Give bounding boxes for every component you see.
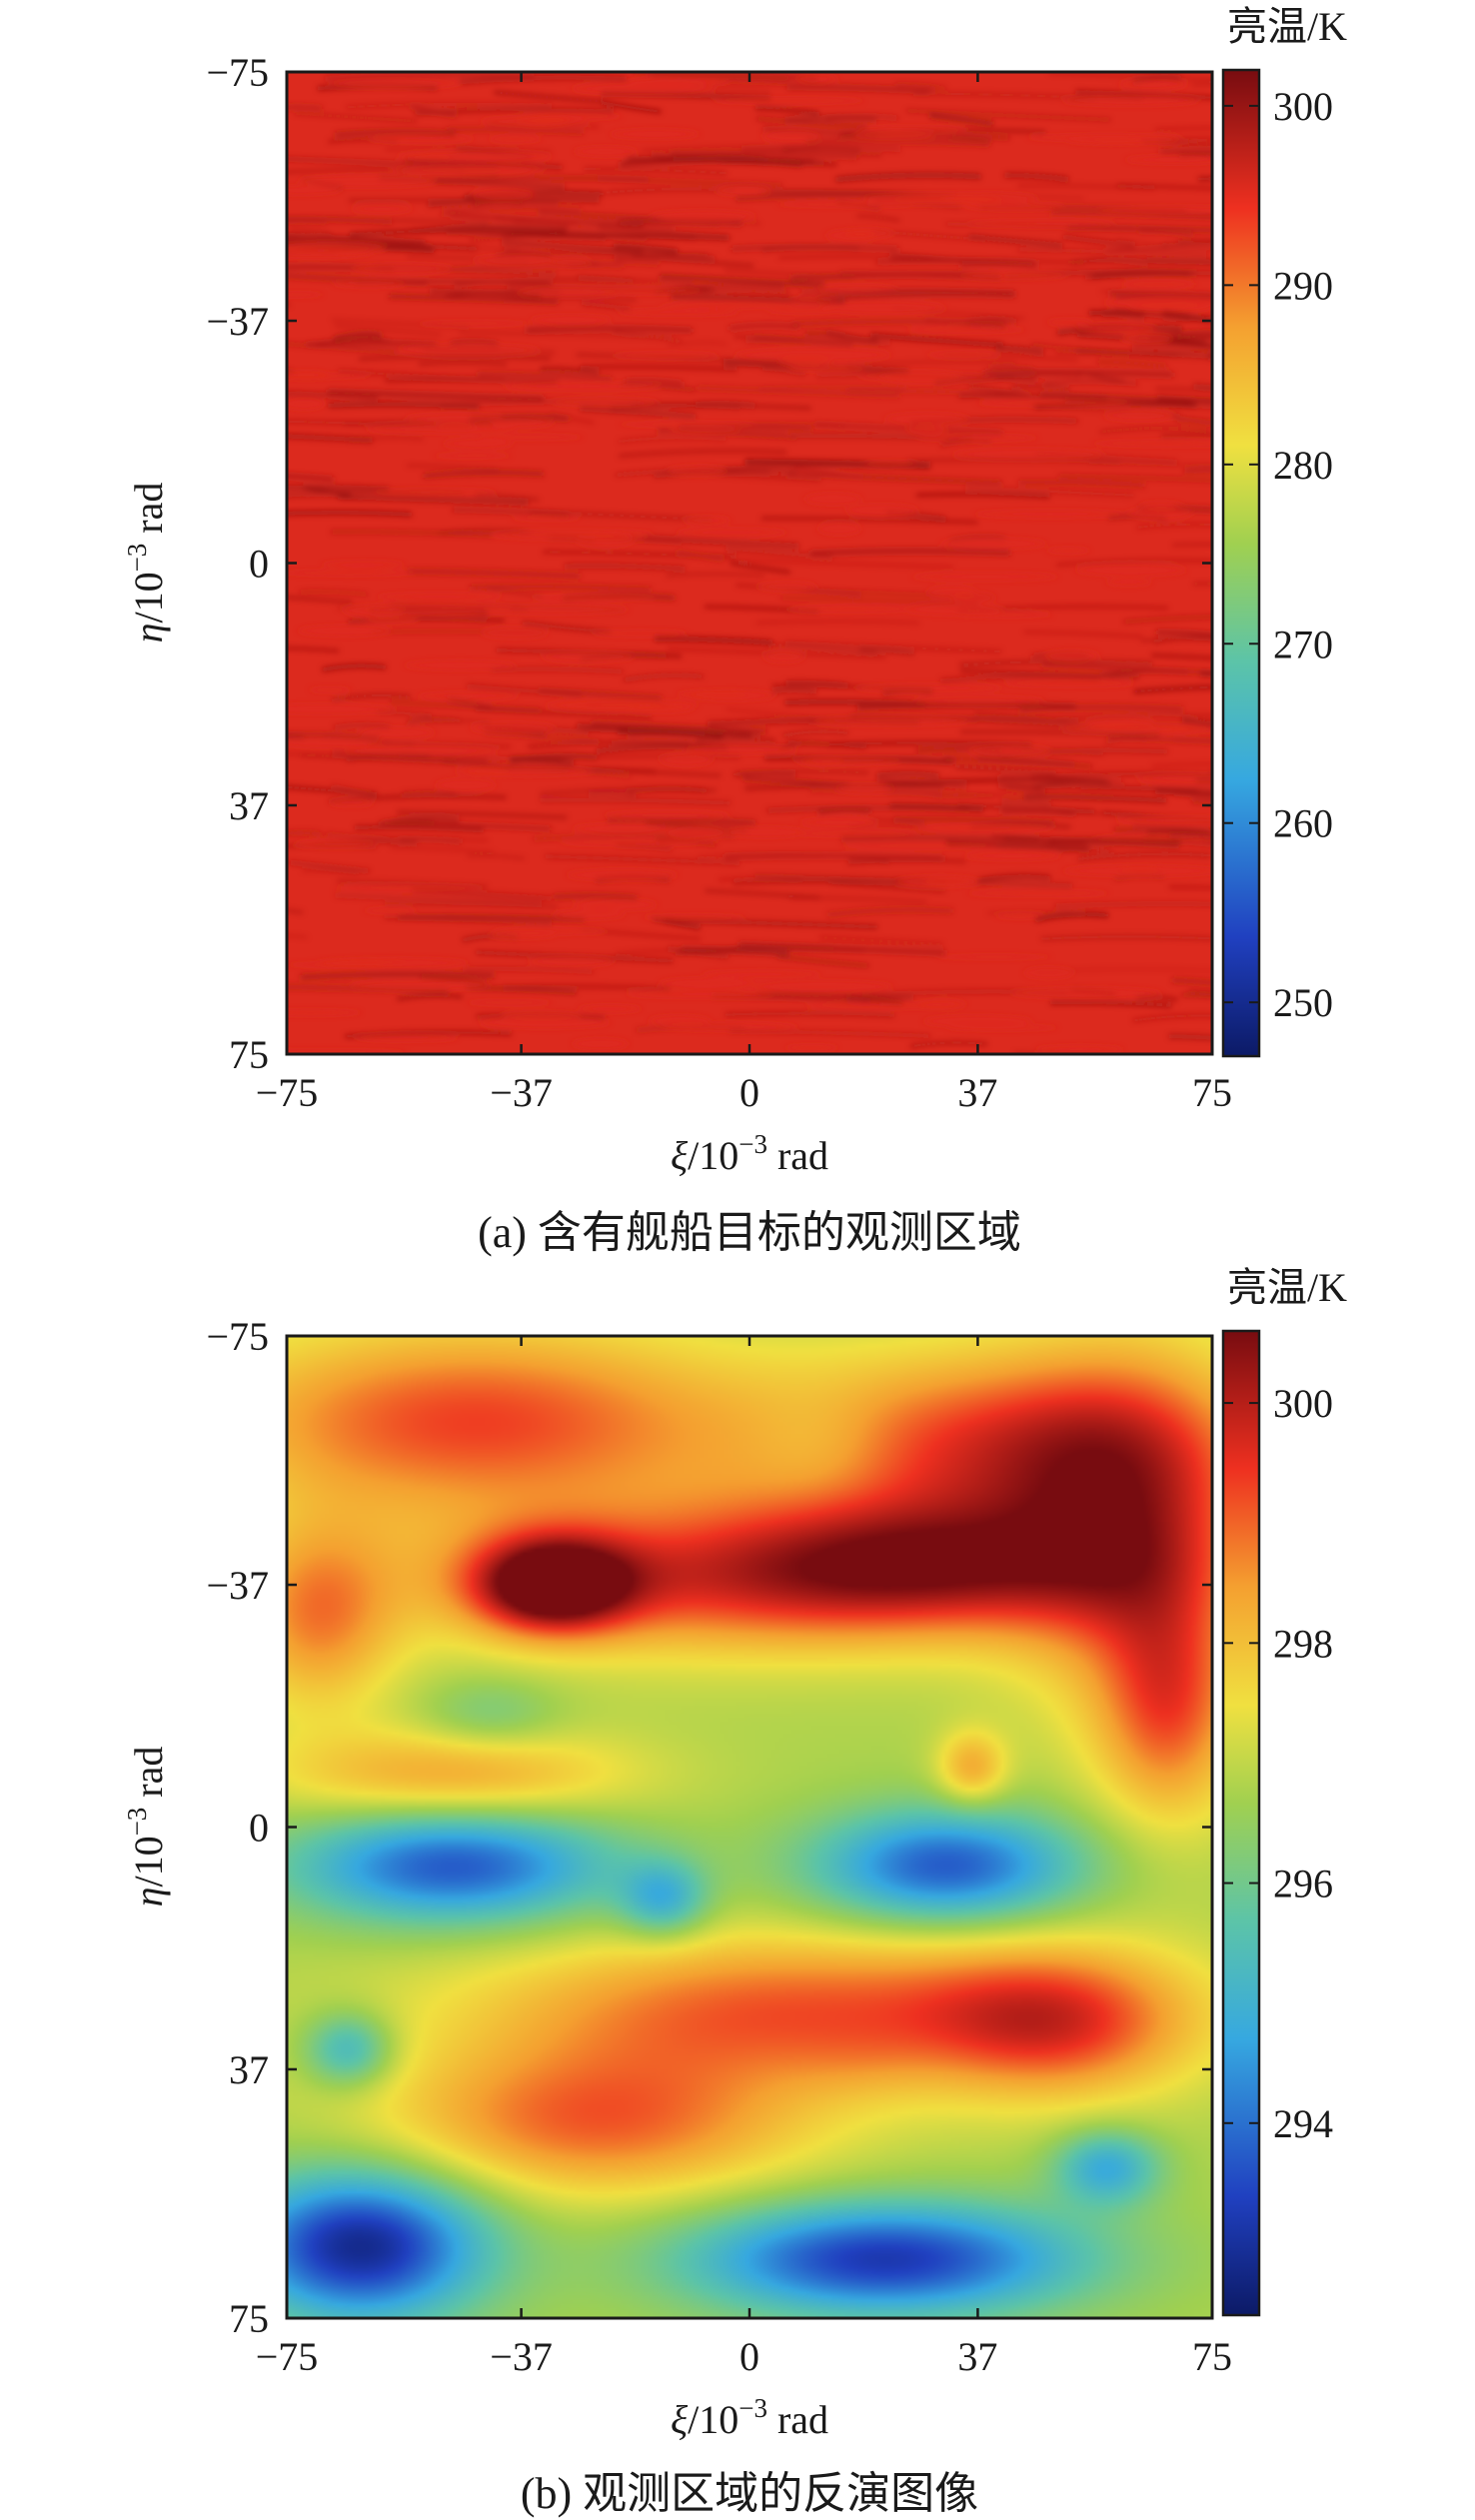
x-tick-label: −75 — [256, 2334, 319, 2379]
y-ticks-b: −75 −37 0 37 75 — [206, 1314, 1212, 2341]
heatmap-a-layer — [287, 72, 1212, 1054]
colorbar-tick-label: 280 — [1273, 443, 1333, 488]
x-axis-label-a: ξ/10−3 rad — [671, 1129, 828, 1178]
x-tick-label: 37 — [957, 1070, 997, 1115]
y-tick-label: 0 — [249, 542, 269, 587]
x-tick-label: −37 — [490, 1070, 553, 1115]
x-tick-label: 0 — [739, 2334, 759, 2379]
y-tick-label: −37 — [206, 1563, 269, 1608]
heatmap-a — [285, 70, 1214, 1056]
y-ticks-a: −75 −37 0 37 75 — [206, 50, 1212, 1077]
colorbar-tick-label: 300 — [1273, 1381, 1333, 1426]
y-tick-label: −75 — [206, 50, 269, 95]
colorbar-a-title: 亮温/K — [1227, 4, 1347, 49]
x-tick-label: 37 — [957, 2334, 997, 2379]
x-tick-label: −37 — [490, 2334, 553, 2379]
y-tick-label: 37 — [229, 2047, 269, 2092]
y-tick-label: −37 — [206, 299, 269, 344]
y-tick-label: −75 — [206, 1314, 269, 1359]
y-axis-label-a: η/10−3 rad — [122, 483, 171, 643]
x-tick-label: −75 — [256, 1070, 319, 1115]
heatmap-a-field — [287, 72, 1212, 1054]
colorbar-tick-label: 298 — [1273, 1621, 1333, 1666]
panel-b: −75 −37 0 37 75 −75 −37 0 37 75 ξ/10−3 rad η/10−… — [122, 1265, 1347, 2518]
colorbar-a-ticks: 250 260 270 280 290 300 — [1223, 84, 1333, 1025]
colorbar-b-title: 亮温/K — [1227, 1265, 1347, 1310]
colorbar-tick-label: 294 — [1273, 2101, 1333, 2146]
colorbar-a: 250 260 270 280 290 300 亮温/K — [1221, 4, 1347, 1058]
colorbar-b: 294 296 298 300 亮温/K — [1221, 1265, 1347, 2317]
y-tick-label: 0 — [249, 1806, 269, 1851]
x-ticks-a: −75 −37 0 37 75 — [256, 72, 1232, 1115]
colorbar-tick-label: 296 — [1273, 1862, 1333, 1906]
colorbar-tick-label: 290 — [1273, 263, 1333, 308]
y-tick-label: 75 — [229, 1032, 269, 1077]
heatmap-a-texture — [287, 72, 1212, 1054]
x-axis-label-b: ξ/10−3 rad — [671, 2393, 828, 2442]
y-axis-label-b: η/10−3 rad — [122, 1747, 171, 1907]
x-tick-label: 75 — [1192, 2334, 1232, 2379]
y-tick-label: 37 — [229, 783, 269, 828]
caption-b: (b) 观测区域的反演图像 — [521, 2469, 978, 2518]
x-tick-label: 75 — [1192, 1070, 1232, 1115]
colorbar-tick-label: 260 — [1273, 801, 1333, 846]
heatmap-b — [285, 1334, 1214, 2320]
caption-a: (a) 含有舰船目标的观测区域 — [478, 1208, 1021, 1257]
heatmap-b-field — [287, 1336, 1212, 2318]
colorbar-tick-label: 270 — [1273, 622, 1333, 666]
x-tick-label: 0 — [739, 1070, 759, 1115]
colorbar-tick-label: 300 — [1273, 84, 1333, 129]
colorbar-b-gradient — [1221, 1329, 1261, 2317]
colorbar-tick-label: 250 — [1273, 980, 1333, 1025]
colorbar-a-gradient — [1221, 68, 1261, 1058]
y-tick-label: 75 — [229, 2296, 269, 2341]
panel-a: −75 −37 0 37 75 −75 −37 0 37 75 ξ/10−3 rad η/10−… — [122, 4, 1347, 1257]
colorbar-b-ticks: 294 296 298 300 — [1223, 1381, 1333, 2146]
x-ticks-b: −75 −37 0 37 75 — [256, 1336, 1232, 2379]
